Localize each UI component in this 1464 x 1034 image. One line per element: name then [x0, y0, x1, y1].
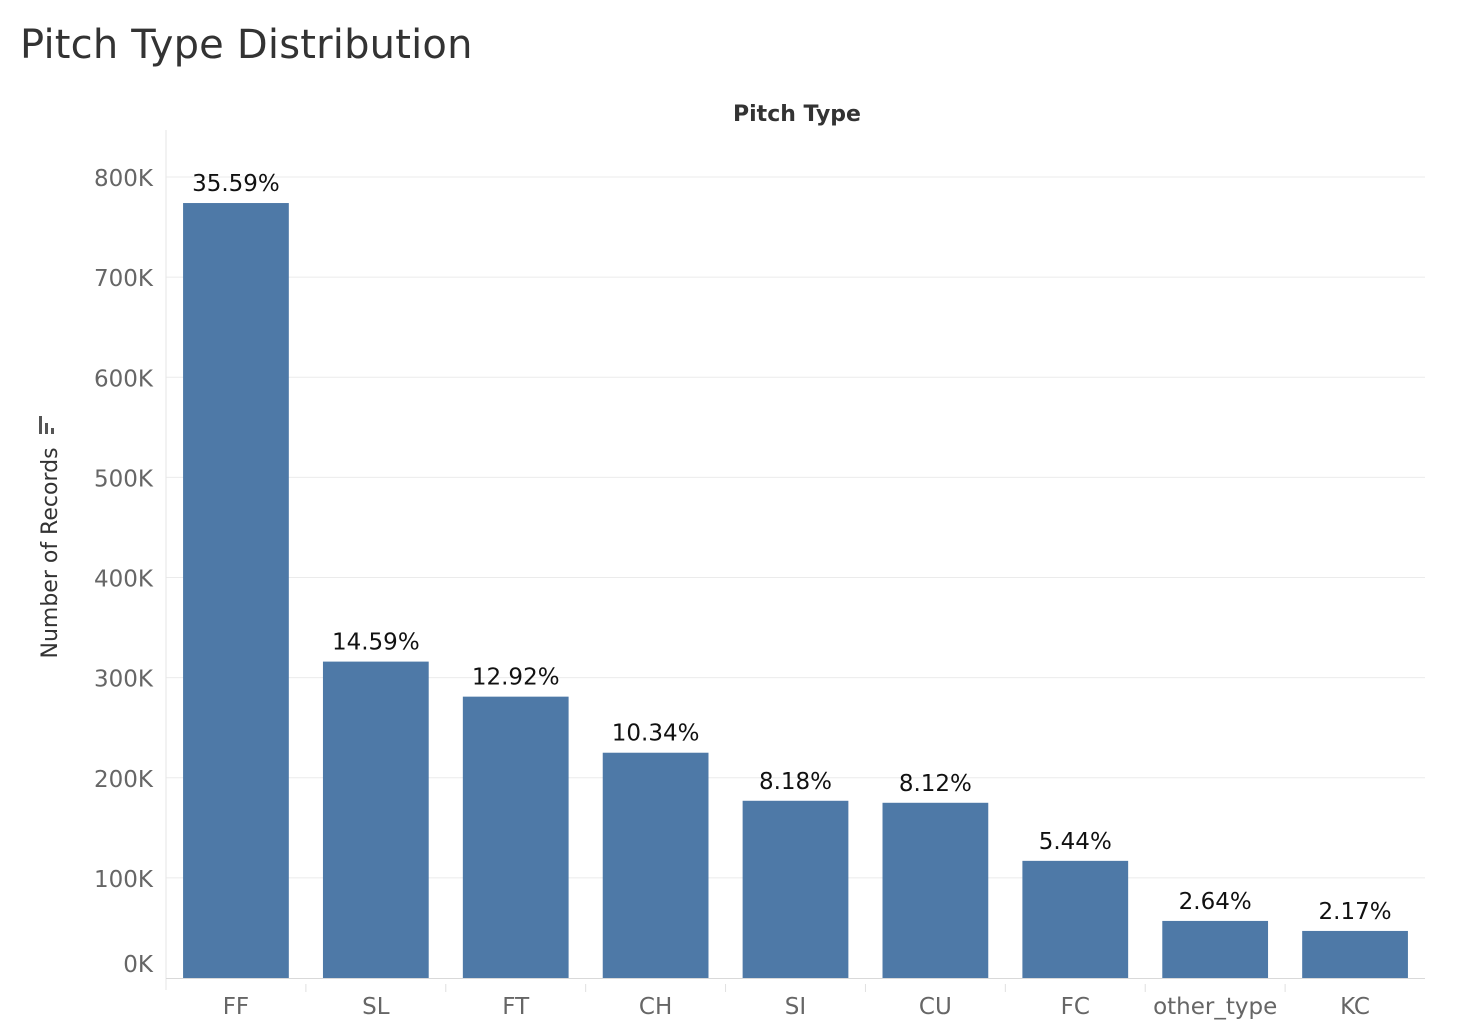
x-tick-label: FT	[502, 994, 530, 1020]
x-axis-ticks: FF SL FT CH SI CU FC other_type KC	[223, 984, 1370, 1020]
y-axis-title-group: Number of Records	[38, 416, 63, 659]
data-label: 12.92%	[472, 665, 560, 691]
x-tick-label: other_type	[1153, 994, 1277, 1020]
bar-FT[interactable]	[462, 696, 569, 978]
bar-other_type[interactable]	[1162, 920, 1269, 978]
bar-KC[interactable]	[1302, 930, 1408, 978]
bar-FF[interactable]	[183, 203, 289, 979]
y-tick-label: 200K	[94, 767, 154, 793]
data-label: 35.59%	[192, 171, 280, 197]
x-axis-title: Pitch Type	[733, 102, 861, 127]
x-tick-label: KC	[1340, 994, 1370, 1020]
x-tick-label: CH	[639, 994, 672, 1020]
bar-CU[interactable]	[882, 802, 989, 978]
bar-SI[interactable]	[742, 800, 849, 978]
x-tick-label: SI	[785, 994, 806, 1020]
bars	[183, 203, 1408, 979]
data-label: 2.64%	[1179, 889, 1252, 915]
bar-FC[interactable]	[1022, 860, 1129, 978]
data-label: 8.12%	[899, 771, 972, 797]
sort-descending-icon[interactable]	[39, 416, 54, 434]
axes	[165, 130, 1425, 990]
bar-SL[interactable]	[322, 661, 429, 978]
data-label: 2.17%	[1319, 899, 1392, 925]
y-tick-label: 100K	[94, 867, 154, 893]
data-labels: 35.59% 14.59% 12.92% 10.34% 8.18% 8.12% 5.44% 2…	[192, 171, 1392, 925]
x-tick-label: FC	[1061, 994, 1090, 1020]
data-label: 8.18%	[759, 769, 832, 795]
y-axis-title: Number of Records	[38, 447, 63, 658]
y-tick-label: 300K	[94, 667, 154, 693]
y-tick-label: 400K	[94, 567, 154, 593]
bar-CH[interactable]	[602, 752, 709, 978]
x-tick-label: CU	[919, 994, 952, 1020]
x-tick-label: SL	[362, 994, 390, 1020]
y-tick-label: 500K	[94, 466, 154, 492]
data-label: 10.34%	[612, 721, 700, 747]
page-title: Pitch Type Distribution	[20, 22, 473, 68]
y-tick-label: 700K	[94, 266, 154, 292]
y-tick-label: 800K	[94, 166, 154, 192]
data-label: 14.59%	[332, 630, 420, 656]
y-tick-label: 600K	[94, 366, 154, 392]
y-tick-label: 0K	[123, 952, 154, 978]
x-tick-label: FF	[223, 994, 249, 1020]
y-axis-ticks: 0K 100K 200K 300K 400K 500K 600K 700K 800K	[94, 166, 154, 978]
data-label: 5.44%	[1039, 829, 1112, 855]
